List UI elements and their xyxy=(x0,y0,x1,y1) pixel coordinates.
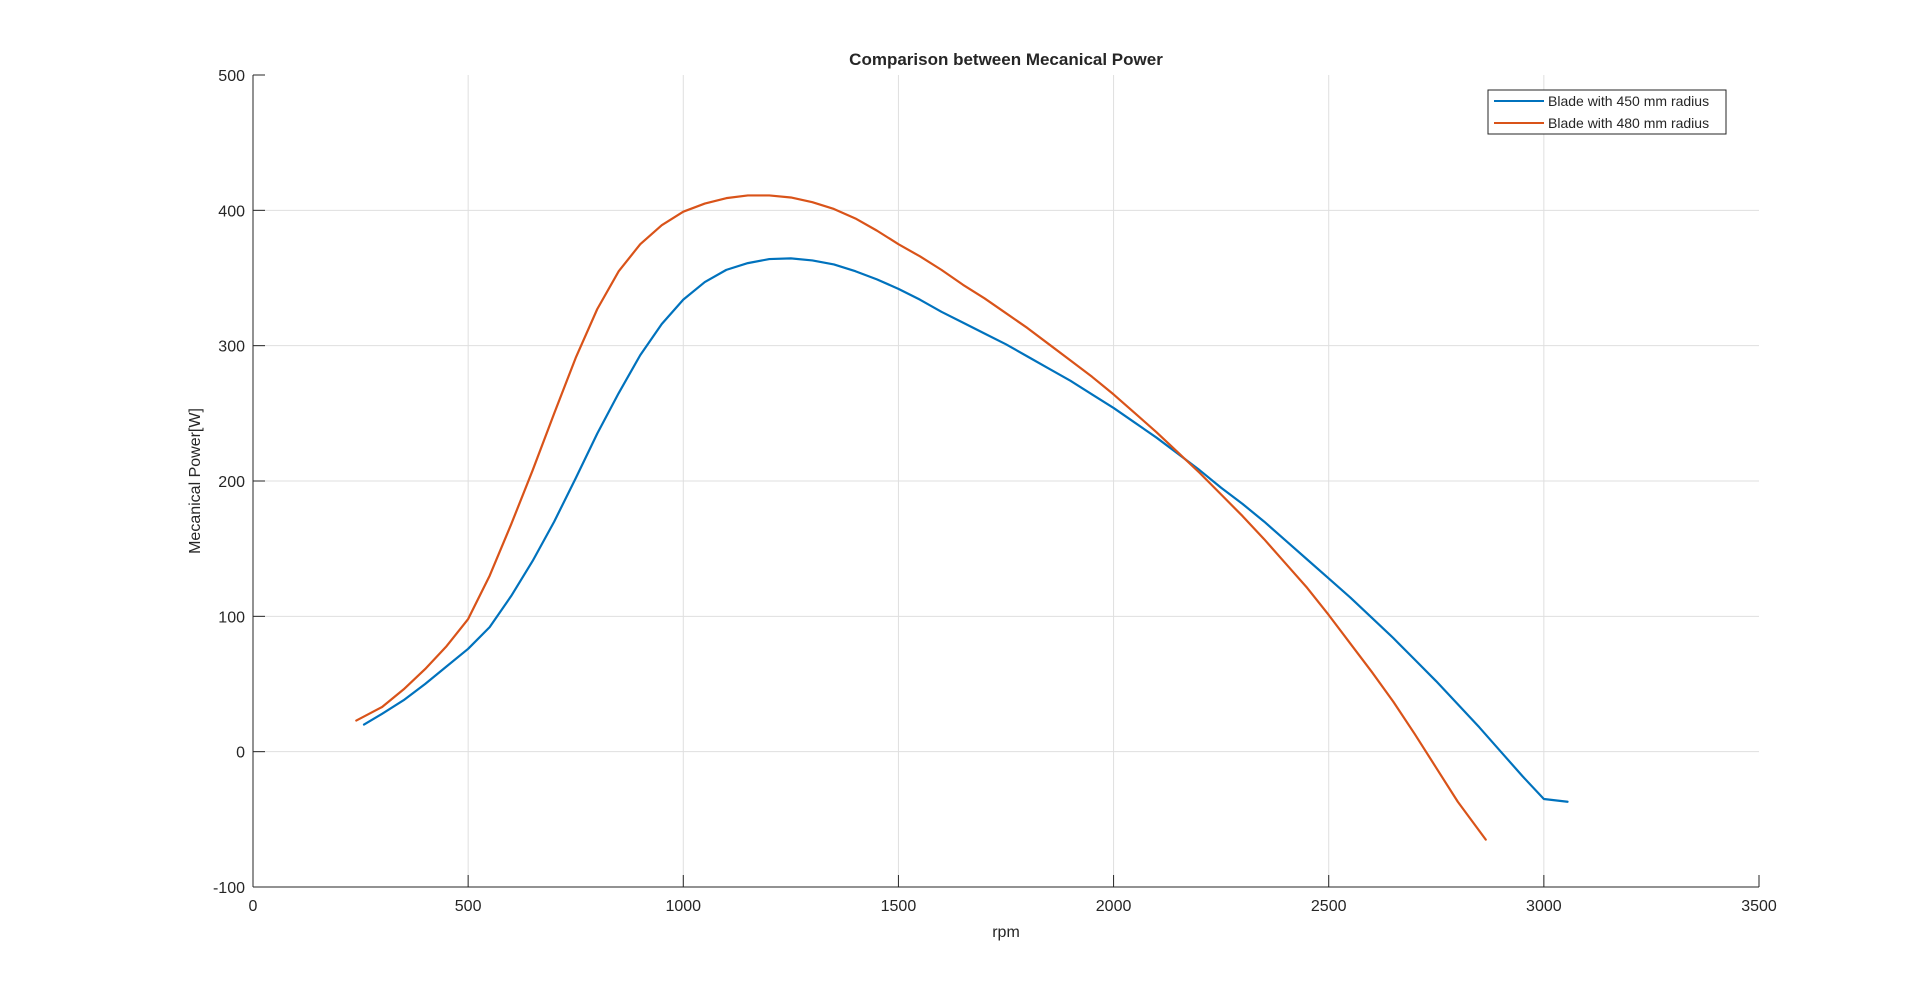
grid-lines xyxy=(253,75,1759,887)
series-lines xyxy=(355,194,1569,841)
chart-title: Comparison between Mecanical Power xyxy=(849,50,1163,69)
series-line-1 xyxy=(355,194,1487,841)
y-tick-label: 500 xyxy=(218,68,245,85)
x-tick-label: 1000 xyxy=(665,898,701,915)
legend-box xyxy=(1487,89,1727,135)
x-tick-label: 2000 xyxy=(1096,898,1132,915)
y-tick-label: 300 xyxy=(218,339,245,356)
axes xyxy=(252,74,1760,888)
series-line-0 xyxy=(362,257,1569,803)
y-axis-label: Mecanical Power[W] xyxy=(187,408,204,554)
y-tick-label: 100 xyxy=(218,609,245,626)
legend: Blade with 450 mm radius Blade with 480 … xyxy=(1487,89,1727,135)
x-tick-label: 3500 xyxy=(1741,898,1777,915)
y-tick-label: 200 xyxy=(218,474,245,491)
tick-labels: 0 500 1000 1500 2000 2500 3000 3500-10001002003… xyxy=(213,68,1777,915)
x-tick-label: 2500 xyxy=(1311,898,1347,915)
y-tick-label: 0 xyxy=(236,745,245,762)
legend-label-450: Blade with 450 mm radius xyxy=(1548,93,1709,109)
legend-label-480: Blade with 480 mm radius xyxy=(1548,115,1709,131)
y-tick-label: -100 xyxy=(213,880,245,897)
x-tick-label: 1500 xyxy=(881,898,917,915)
x-tick-label: 3000 xyxy=(1526,898,1562,915)
x-tick-label: 500 xyxy=(455,898,482,915)
x-axis-label: rpm xyxy=(992,924,1020,941)
x-tick-label: 0 xyxy=(249,898,258,915)
y-tick-label: 400 xyxy=(218,203,245,220)
